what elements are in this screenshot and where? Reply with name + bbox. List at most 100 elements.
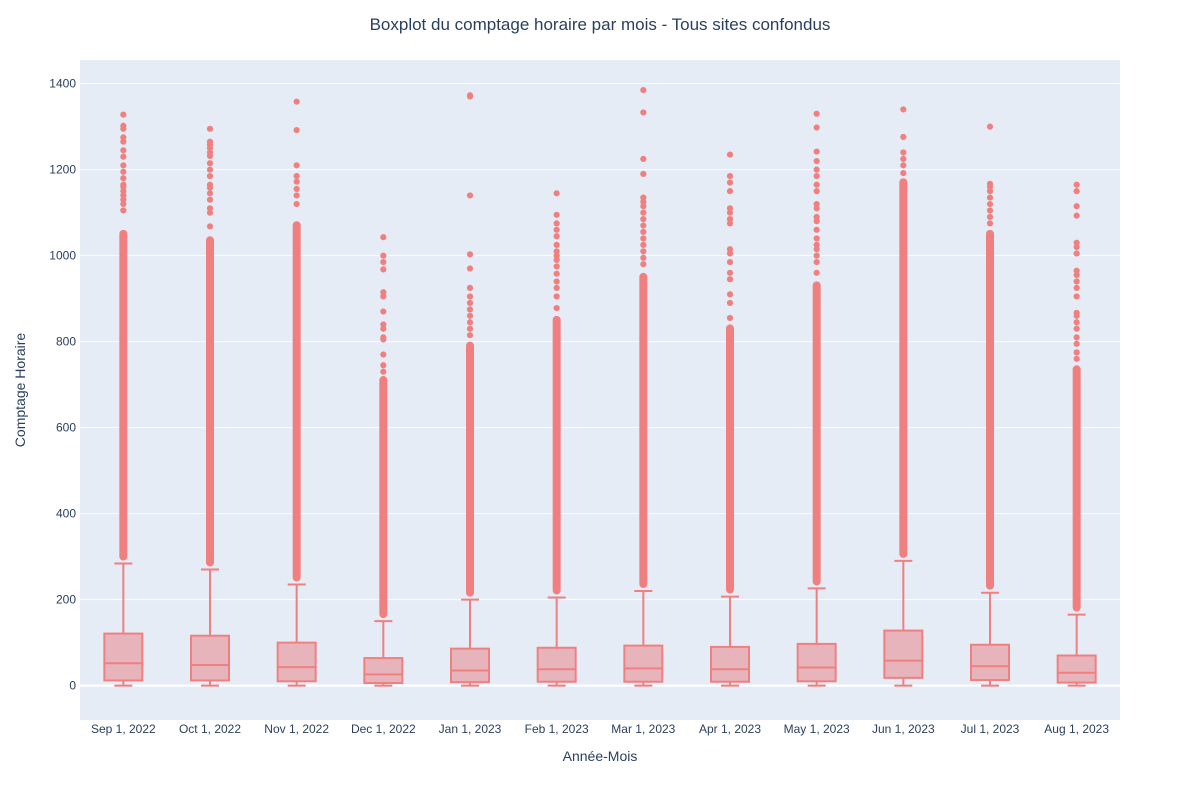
box-body bbox=[623, 644, 664, 683]
box-3 bbox=[276, 98, 317, 687]
outlier-point bbox=[813, 246, 820, 253]
outlier-point bbox=[1073, 355, 1080, 362]
outlier-point bbox=[553, 304, 560, 312]
x-tick-label: Sep 1, 2022 bbox=[91, 722, 156, 736]
box-body bbox=[1056, 654, 1097, 684]
outlier-point bbox=[640, 261, 647, 268]
box-9 bbox=[796, 110, 837, 687]
x-tick-label: Apr 1, 2023 bbox=[699, 722, 761, 736]
outlier-point bbox=[120, 138, 127, 145]
outlier-point bbox=[293, 192, 300, 199]
outlier-point bbox=[726, 314, 734, 322]
outlier-point bbox=[640, 209, 647, 216]
outlier-point bbox=[466, 306, 474, 313]
y-tick-label: 1200 bbox=[49, 163, 76, 177]
outlier-point bbox=[813, 205, 820, 212]
outlier-point bbox=[553, 256, 560, 264]
outlier-point bbox=[553, 270, 560, 277]
outlier-point bbox=[726, 188, 734, 195]
outlier-point bbox=[813, 241, 820, 248]
y-tick-label: 0 bbox=[69, 679, 76, 693]
x-tick-label: Dec 1, 2022 bbox=[351, 722, 416, 736]
outlier-point bbox=[640, 254, 647, 261]
outlier-band bbox=[292, 221, 301, 582]
outlier-point bbox=[900, 106, 907, 113]
outlier-point bbox=[726, 291, 734, 298]
outlier-band bbox=[639, 272, 648, 589]
outlier-point bbox=[120, 192, 127, 199]
outlier-point bbox=[293, 98, 300, 105]
outlier-point bbox=[813, 157, 820, 165]
x-tick-label: Oct 1, 2022 bbox=[179, 722, 241, 736]
outlier-point bbox=[813, 252, 820, 259]
outlier-point bbox=[466, 312, 474, 319]
x-tick-label: Jan 1, 2023 bbox=[439, 722, 502, 736]
outlier-point bbox=[380, 289, 387, 296]
x-tick-label: Jul 1, 2023 bbox=[961, 722, 1020, 736]
outlier-point bbox=[380, 308, 387, 315]
box-10 bbox=[883, 106, 924, 687]
outlier-point bbox=[553, 211, 560, 218]
box-5 bbox=[450, 92, 490, 687]
outlier-point bbox=[206, 125, 214, 132]
outlier-point bbox=[726, 269, 734, 276]
outlier-point bbox=[120, 111, 127, 118]
outlier-point bbox=[726, 172, 734, 180]
outlier-point bbox=[466, 325, 474, 332]
outlier-point bbox=[380, 266, 387, 273]
outlier-point bbox=[1073, 349, 1080, 356]
box-2 bbox=[190, 125, 230, 687]
outlier-point bbox=[293, 178, 300, 185]
outlier-point bbox=[640, 198, 647, 205]
outlier-point bbox=[813, 226, 820, 233]
outlier-point bbox=[900, 149, 907, 156]
outlier-point bbox=[466, 265, 474, 272]
outlier-point bbox=[1073, 278, 1080, 285]
outlier-point bbox=[640, 241, 647, 248]
outlier-point bbox=[120, 175, 127, 182]
outlier-point bbox=[1073, 243, 1080, 251]
outlier-point bbox=[120, 200, 127, 208]
outlier-point bbox=[726, 220, 734, 227]
outlier-point bbox=[813, 172, 820, 180]
outlier-point bbox=[553, 263, 560, 270]
outlier-point bbox=[553, 293, 560, 300]
outlier-point bbox=[813, 166, 820, 173]
y-axis-title: Comptage Horaire bbox=[12, 333, 28, 448]
outlier-point bbox=[1073, 267, 1080, 274]
outlier-point bbox=[380, 321, 387, 328]
box-body bbox=[536, 646, 577, 683]
outlier-point bbox=[640, 248, 647, 255]
outlier-point bbox=[466, 192, 474, 199]
outlier-point bbox=[380, 234, 387, 241]
box-7 bbox=[623, 86, 664, 687]
outlier-point bbox=[813, 200, 820, 208]
outlier-point bbox=[1073, 319, 1080, 326]
outlier-point bbox=[1073, 284, 1080, 291]
outlier-point bbox=[726, 246, 734, 253]
outlier-band bbox=[119, 229, 128, 561]
outlier-band bbox=[206, 236, 214, 567]
y-tick-label: 1000 bbox=[49, 249, 76, 263]
box-body bbox=[796, 642, 837, 683]
outlier-point bbox=[206, 205, 214, 212]
outlier-point bbox=[466, 319, 474, 326]
outlier-point bbox=[1073, 293, 1080, 300]
y-tick-label: 400 bbox=[56, 507, 76, 521]
outlier-point bbox=[813, 148, 820, 155]
outlier-point bbox=[120, 122, 127, 129]
outlier-point bbox=[1073, 250, 1080, 257]
outlier-point bbox=[206, 138, 214, 145]
outlier-point bbox=[813, 258, 820, 266]
outlier-point bbox=[120, 162, 127, 169]
outlier-point bbox=[900, 155, 907, 162]
plot-background bbox=[80, 60, 1120, 720]
outlier-point bbox=[293, 185, 300, 193]
outlier-point bbox=[466, 299, 474, 307]
outlier-point bbox=[813, 213, 820, 221]
outlier-point bbox=[380, 258, 387, 266]
outlier-point bbox=[206, 172, 214, 180]
outlier-point bbox=[726, 209, 734, 216]
